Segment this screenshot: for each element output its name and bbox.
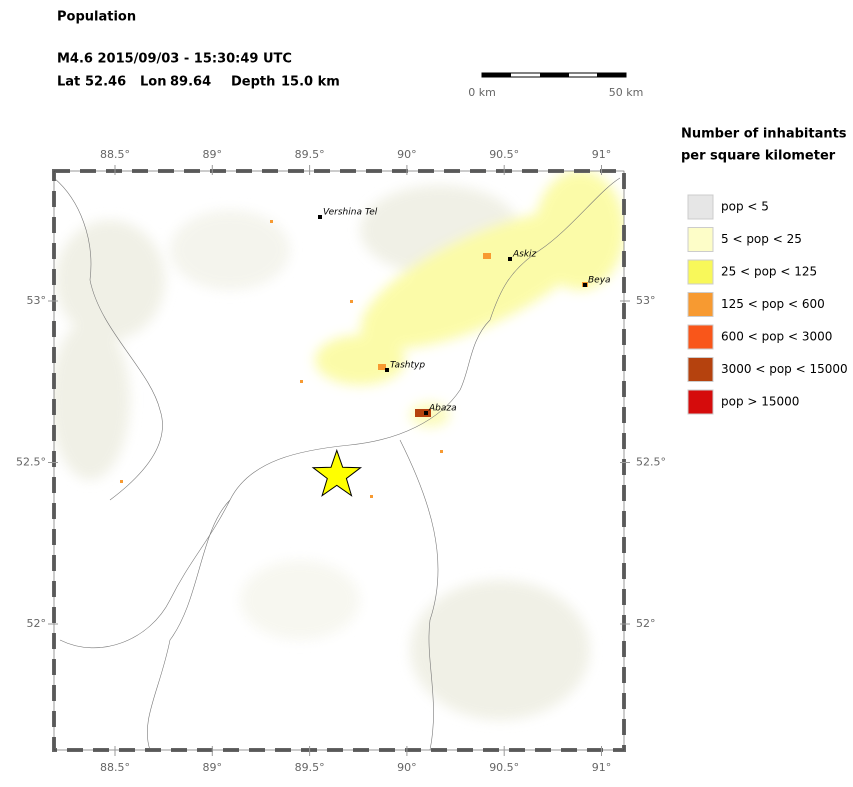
lon-tick-label: 89°: [203, 148, 223, 161]
lat-tick-label: 52°: [636, 617, 656, 630]
city-marker: [385, 368, 389, 372]
scale-end: 50 km: [609, 86, 644, 99]
legend-label: 25 < pop < 125: [721, 265, 817, 279]
lon-tick-label: 89°: [203, 761, 223, 774]
legend-title: Number of inhabitants: [681, 127, 847, 142]
legend: Number of inhabitants per square kilomet…: [681, 127, 848, 415]
scale-bar: 0 km 50 km: [468, 72, 644, 99]
legend-swatch: [687, 194, 714, 220]
epicenter-star: [311, 448, 363, 497]
city-marker: [424, 411, 428, 415]
depth: 15.0 km: [281, 75, 340, 90]
lat: 52.46: [85, 75, 126, 90]
city-label: Tashtyp: [390, 361, 425, 371]
city-label: Vershina Tel: [323, 208, 378, 218]
lon-tick-label: 88.5°: [100, 148, 130, 161]
map-frame-inner: [53, 170, 625, 751]
city-label: Abaza: [428, 404, 457, 414]
lon-tick-label: 90°: [397, 761, 417, 774]
legend-swatch: [687, 259, 714, 285]
lat-tick-label: 53°: [636, 294, 656, 307]
lon-tick-label: 89.5°: [295, 761, 325, 774]
lat-tick-label: 52°: [27, 617, 47, 630]
lon-tick-label: 88.5°: [100, 761, 130, 774]
title: Population: [57, 10, 136, 25]
lon-tick-label: 90°: [397, 148, 417, 161]
event: M4.6 2015/09/03 - 15:30:49 UTC: [57, 52, 292, 67]
lon-tick-label: 89.5°: [295, 148, 325, 161]
legend-swatch: [687, 357, 714, 382]
legend-label: 5 < pop < 25: [721, 232, 802, 246]
legend-swatch: [687, 324, 714, 350]
legend-label: 600 < pop < 3000: [721, 330, 832, 344]
city-marker: [508, 257, 512, 261]
city-marker: [583, 283, 587, 287]
legend-label: 3000 < pop < 15000: [721, 362, 848, 376]
lat-tick-label: 53°: [27, 294, 47, 307]
lon-tick-label: 91°: [592, 761, 612, 774]
lat-label: Lat: [57, 75, 80, 90]
legend-swatch: [687, 389, 714, 415]
depth-label: Depth: [231, 75, 275, 90]
city-marker: [318, 215, 322, 219]
legend-swatch: [687, 227, 714, 252]
legend-label: pop > 15000: [721, 395, 799, 409]
city-label: Askiz: [512, 250, 537, 260]
lon-tick-label: 91°: [592, 148, 612, 161]
legend-title: per square kilometer: [681, 149, 836, 164]
legend-swatch: [687, 292, 714, 317]
legend-label: 125 < pop < 600: [721, 297, 825, 311]
legend-label: pop < 5: [721, 200, 769, 214]
scale-start: 0 km: [468, 86, 496, 99]
lon-tick-label: 90.5°: [489, 148, 519, 161]
lon: 89.64: [170, 75, 211, 90]
city-label: Beya: [588, 276, 611, 286]
lon-tick-label: 90.5°: [489, 761, 519, 774]
lat-tick-label: 52.5°: [636, 456, 666, 469]
lat-tick-label: 52.5°: [16, 456, 46, 469]
lon-label: Lon: [140, 75, 166, 90]
